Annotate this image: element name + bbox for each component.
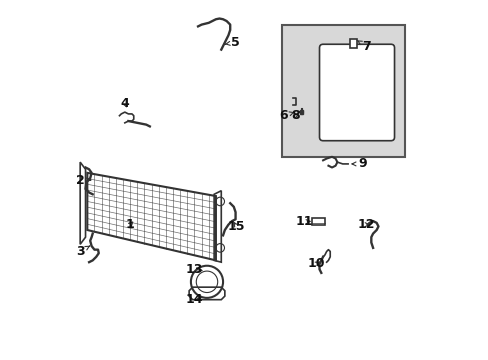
Text: 9: 9 xyxy=(351,157,366,170)
Text: 3: 3 xyxy=(76,245,90,258)
Text: 2: 2 xyxy=(76,174,90,186)
Text: 8: 8 xyxy=(290,109,299,122)
Text: 7: 7 xyxy=(356,40,370,53)
Text: 5: 5 xyxy=(225,36,240,49)
Polygon shape xyxy=(349,39,356,48)
Text: 4: 4 xyxy=(120,97,129,110)
Text: 14: 14 xyxy=(185,293,203,306)
Text: 1: 1 xyxy=(125,218,134,231)
Text: 13: 13 xyxy=(185,263,203,276)
Text: 12: 12 xyxy=(357,218,375,231)
FancyBboxPatch shape xyxy=(319,44,394,141)
Bar xyxy=(312,217,324,225)
Text: 11: 11 xyxy=(295,215,313,228)
Text: 15: 15 xyxy=(227,220,245,233)
Bar xyxy=(282,24,405,157)
Text: 6: 6 xyxy=(279,109,293,122)
Bar xyxy=(299,111,303,114)
Text: 10: 10 xyxy=(306,257,324,270)
